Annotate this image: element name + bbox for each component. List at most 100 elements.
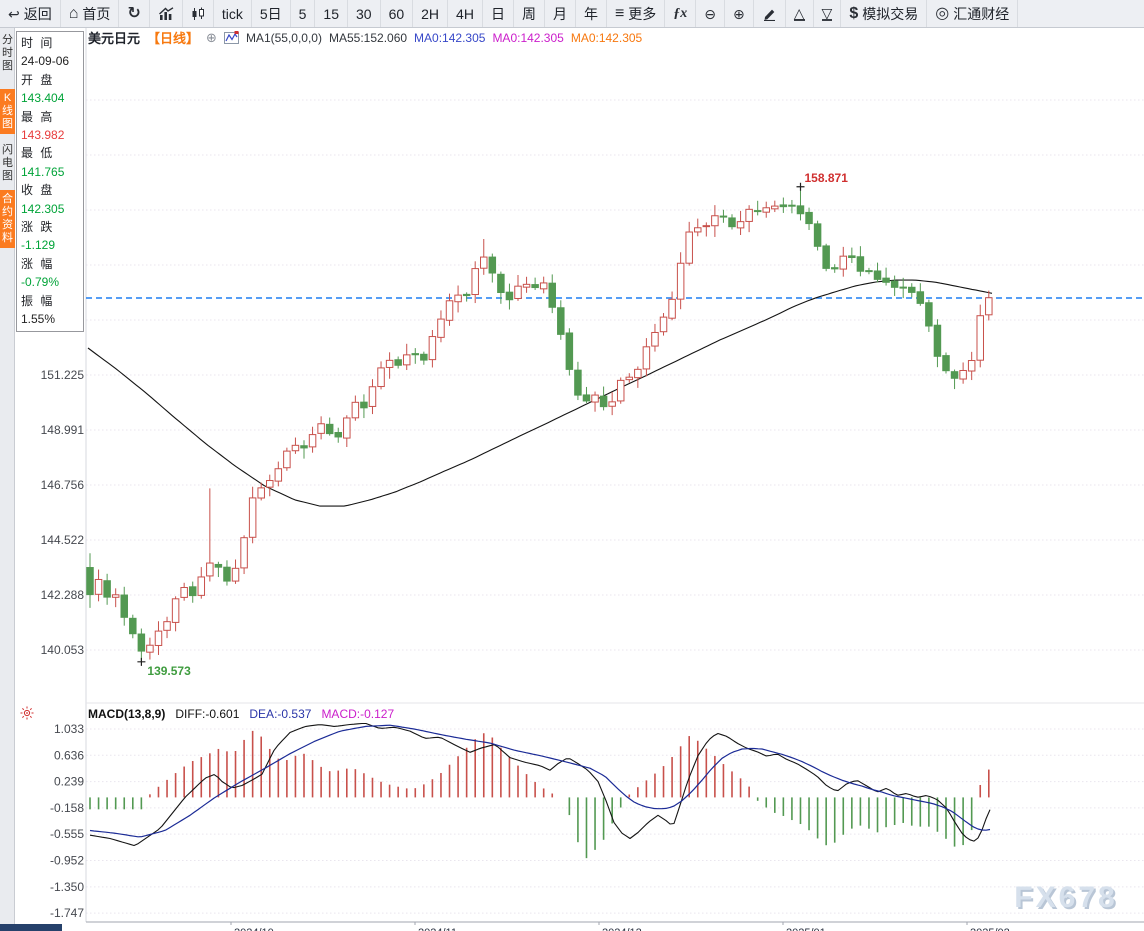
- candle-body: [796, 205, 805, 215]
- logo-icon: ◎: [935, 4, 950, 22]
- candle-body: [771, 205, 779, 210]
- more-button[interactable]: ≡ 更多: [607, 0, 666, 27]
- candle-body: [317, 423, 325, 434]
- tab-kline-chart[interactable]: K线图: [0, 89, 15, 134]
- huitong-finance-button-label: 汇通财经: [953, 5, 1010, 22]
- tooltip-label-low: 最 低: [21, 146, 55, 161]
- interval-5-button[interactable]: 5: [291, 0, 316, 27]
- macd-settings-icon[interactable]: [20, 706, 34, 725]
- macd-axis-labels: 1.033 0.636 0.239 -0.158 -0.555 -0.952 -1.350 -…: [50, 722, 84, 920]
- candle-body: [668, 298, 676, 319]
- candle-body: [111, 594, 120, 598]
- candle-body: [899, 286, 907, 289]
- candle-body: [266, 480, 274, 488]
- back-button-label: 返回: [23, 5, 52, 22]
- candle-body: [531, 284, 539, 289]
- indicator-mini-icon[interactable]: [223, 31, 239, 44]
- interval-year-button-label: 年: [583, 5, 598, 22]
- candle-body: [334, 431, 342, 438]
- candle-body: [548, 282, 556, 308]
- tab-contract-info[interactable]: 合约资料: [0, 190, 15, 248]
- zoom-in-button[interactable]: ⊕: [725, 0, 754, 27]
- candle-body: [685, 231, 693, 264]
- candle-body: [779, 204, 788, 208]
- candle-body: [420, 353, 428, 361]
- draw-button[interactable]: [754, 0, 786, 27]
- ma0-orange-value: MA0:142.305: [570, 30, 643, 45]
- extreme-price-label: 139.573: [147, 664, 191, 678]
- candle-body: [942, 355, 950, 372]
- ma55-value: MA55:152.060: [328, 30, 408, 45]
- macd-macd-value: MACD:-0.127: [321, 707, 395, 721]
- extreme-cross-marker: [137, 657, 146, 666]
- candle-body: [591, 394, 599, 403]
- back-icon: ↩: [8, 5, 20, 22]
- back-button[interactable]: ↩ 返回: [0, 0, 61, 27]
- candle-body: [180, 587, 188, 598]
- candle-body: [163, 621, 171, 631]
- triangle-down-button[interactable]: ▽: [814, 0, 842, 27]
- huitong-finance-button[interactable]: ◎ 汇通财经: [927, 0, 1019, 27]
- candle-body: [616, 379, 625, 402]
- interval-2h-button[interactable]: 2H: [413, 0, 449, 27]
- interval-60-button[interactable]: 60: [381, 0, 414, 27]
- candle-body: [385, 359, 394, 368]
- home-button[interactable]: ⌂ 首页: [61, 0, 120, 27]
- candle-body: [728, 217, 736, 228]
- macd-tick-label: -0.952: [50, 853, 84, 867]
- indicator-fx-button[interactable]: ƒx: [665, 0, 697, 27]
- interval-30-button[interactable]: 30: [348, 0, 381, 27]
- interval-day-button[interactable]: 日: [483, 0, 514, 27]
- tooltip-value-change-pct: -0.79%: [21, 275, 60, 290]
- add-symbol-icon[interactable]: ⊕: [206, 29, 217, 45]
- macd-diff-value: DIFF:-0.601: [175, 707, 240, 721]
- macd-tick-label: 0.239: [54, 775, 84, 789]
- tab-flash-chart[interactable]: 闪电图: [2, 144, 13, 182]
- sidebar: 分时图 K线图闪电图合约资料: [0, 27, 15, 931]
- candle-body: [206, 562, 214, 577]
- candle-body: [651, 331, 659, 347]
- candle-body: [702, 225, 711, 228]
- ma0-blue-value: MA0:142.305: [414, 30, 486, 45]
- tooltip-value-close: 142.305: [21, 201, 65, 216]
- candle-body: [805, 211, 813, 225]
- candle-body: [813, 223, 822, 247]
- macd-header: MACD(13,8,9) DIFF:-0.601 DEA:-0.537 MACD…: [88, 707, 394, 721]
- candle-body: [557, 307, 565, 335]
- candle-body: [916, 291, 925, 304]
- candle-body: [274, 468, 283, 482]
- line-chart-button[interactable]: [150, 0, 183, 27]
- kline-chart-button[interactable]: [183, 0, 214, 27]
- interval-year-button[interactable]: 年: [576, 0, 607, 27]
- chart-canvas[interactable]: 151.225 148.991 146.756 144.522 142.288 140.0…: [0, 27, 1144, 931]
- macd-tick-label: -1.350: [50, 880, 84, 894]
- refresh-button[interactable]: ↻: [119, 0, 150, 27]
- macd-plot-area[interactable]: [86, 703, 1144, 922]
- simulate-trade-button-label: 模拟交易: [862, 5, 919, 22]
- candle-body: [283, 450, 291, 469]
- candle-body: [719, 215, 728, 218]
- interval-4h-button[interactable]: 4H: [448, 0, 483, 27]
- triangle-up-button[interactable]: △: [786, 0, 814, 27]
- tooltip-value-low: 141.765: [21, 164, 65, 179]
- interval-tick-button[interactable]: tick: [214, 0, 252, 27]
- tab-time-chart[interactable]: 分时图: [2, 34, 13, 72]
- interval-2h-button-label: 2H: [421, 5, 440, 22]
- interval-15-button[interactable]: 15: [315, 0, 348, 27]
- candle-body: [291, 444, 300, 452]
- candle-body: [753, 210, 762, 213]
- interval-month-button[interactable]: 月: [545, 0, 576, 27]
- candle-body: [428, 336, 437, 361]
- interval-week-button[interactable]: 周: [514, 0, 545, 27]
- ohlc-tooltip: 时 间 24-09-06 开 盘 143.404 最 高 143.982 最 低 141.76…: [16, 31, 84, 332]
- candle-body: [856, 256, 865, 272]
- price-axis-labels: 151.225 148.991 146.756 144.522 142.288 140.0…: [41, 368, 85, 657]
- simulate-trade-button[interactable]: $ 模拟交易: [841, 0, 928, 27]
- zoom-out-button[interactable]: ⊖: [696, 0, 726, 27]
- candle-body: [300, 445, 308, 449]
- candle-body: [103, 580, 111, 598]
- price-tick-label: 144.522: [41, 533, 85, 547]
- main-plot-area[interactable]: [86, 28, 1144, 703]
- interval-4h-button-label: 4H: [456, 5, 474, 22]
- interval-5day-button[interactable]: 5日: [252, 0, 291, 27]
